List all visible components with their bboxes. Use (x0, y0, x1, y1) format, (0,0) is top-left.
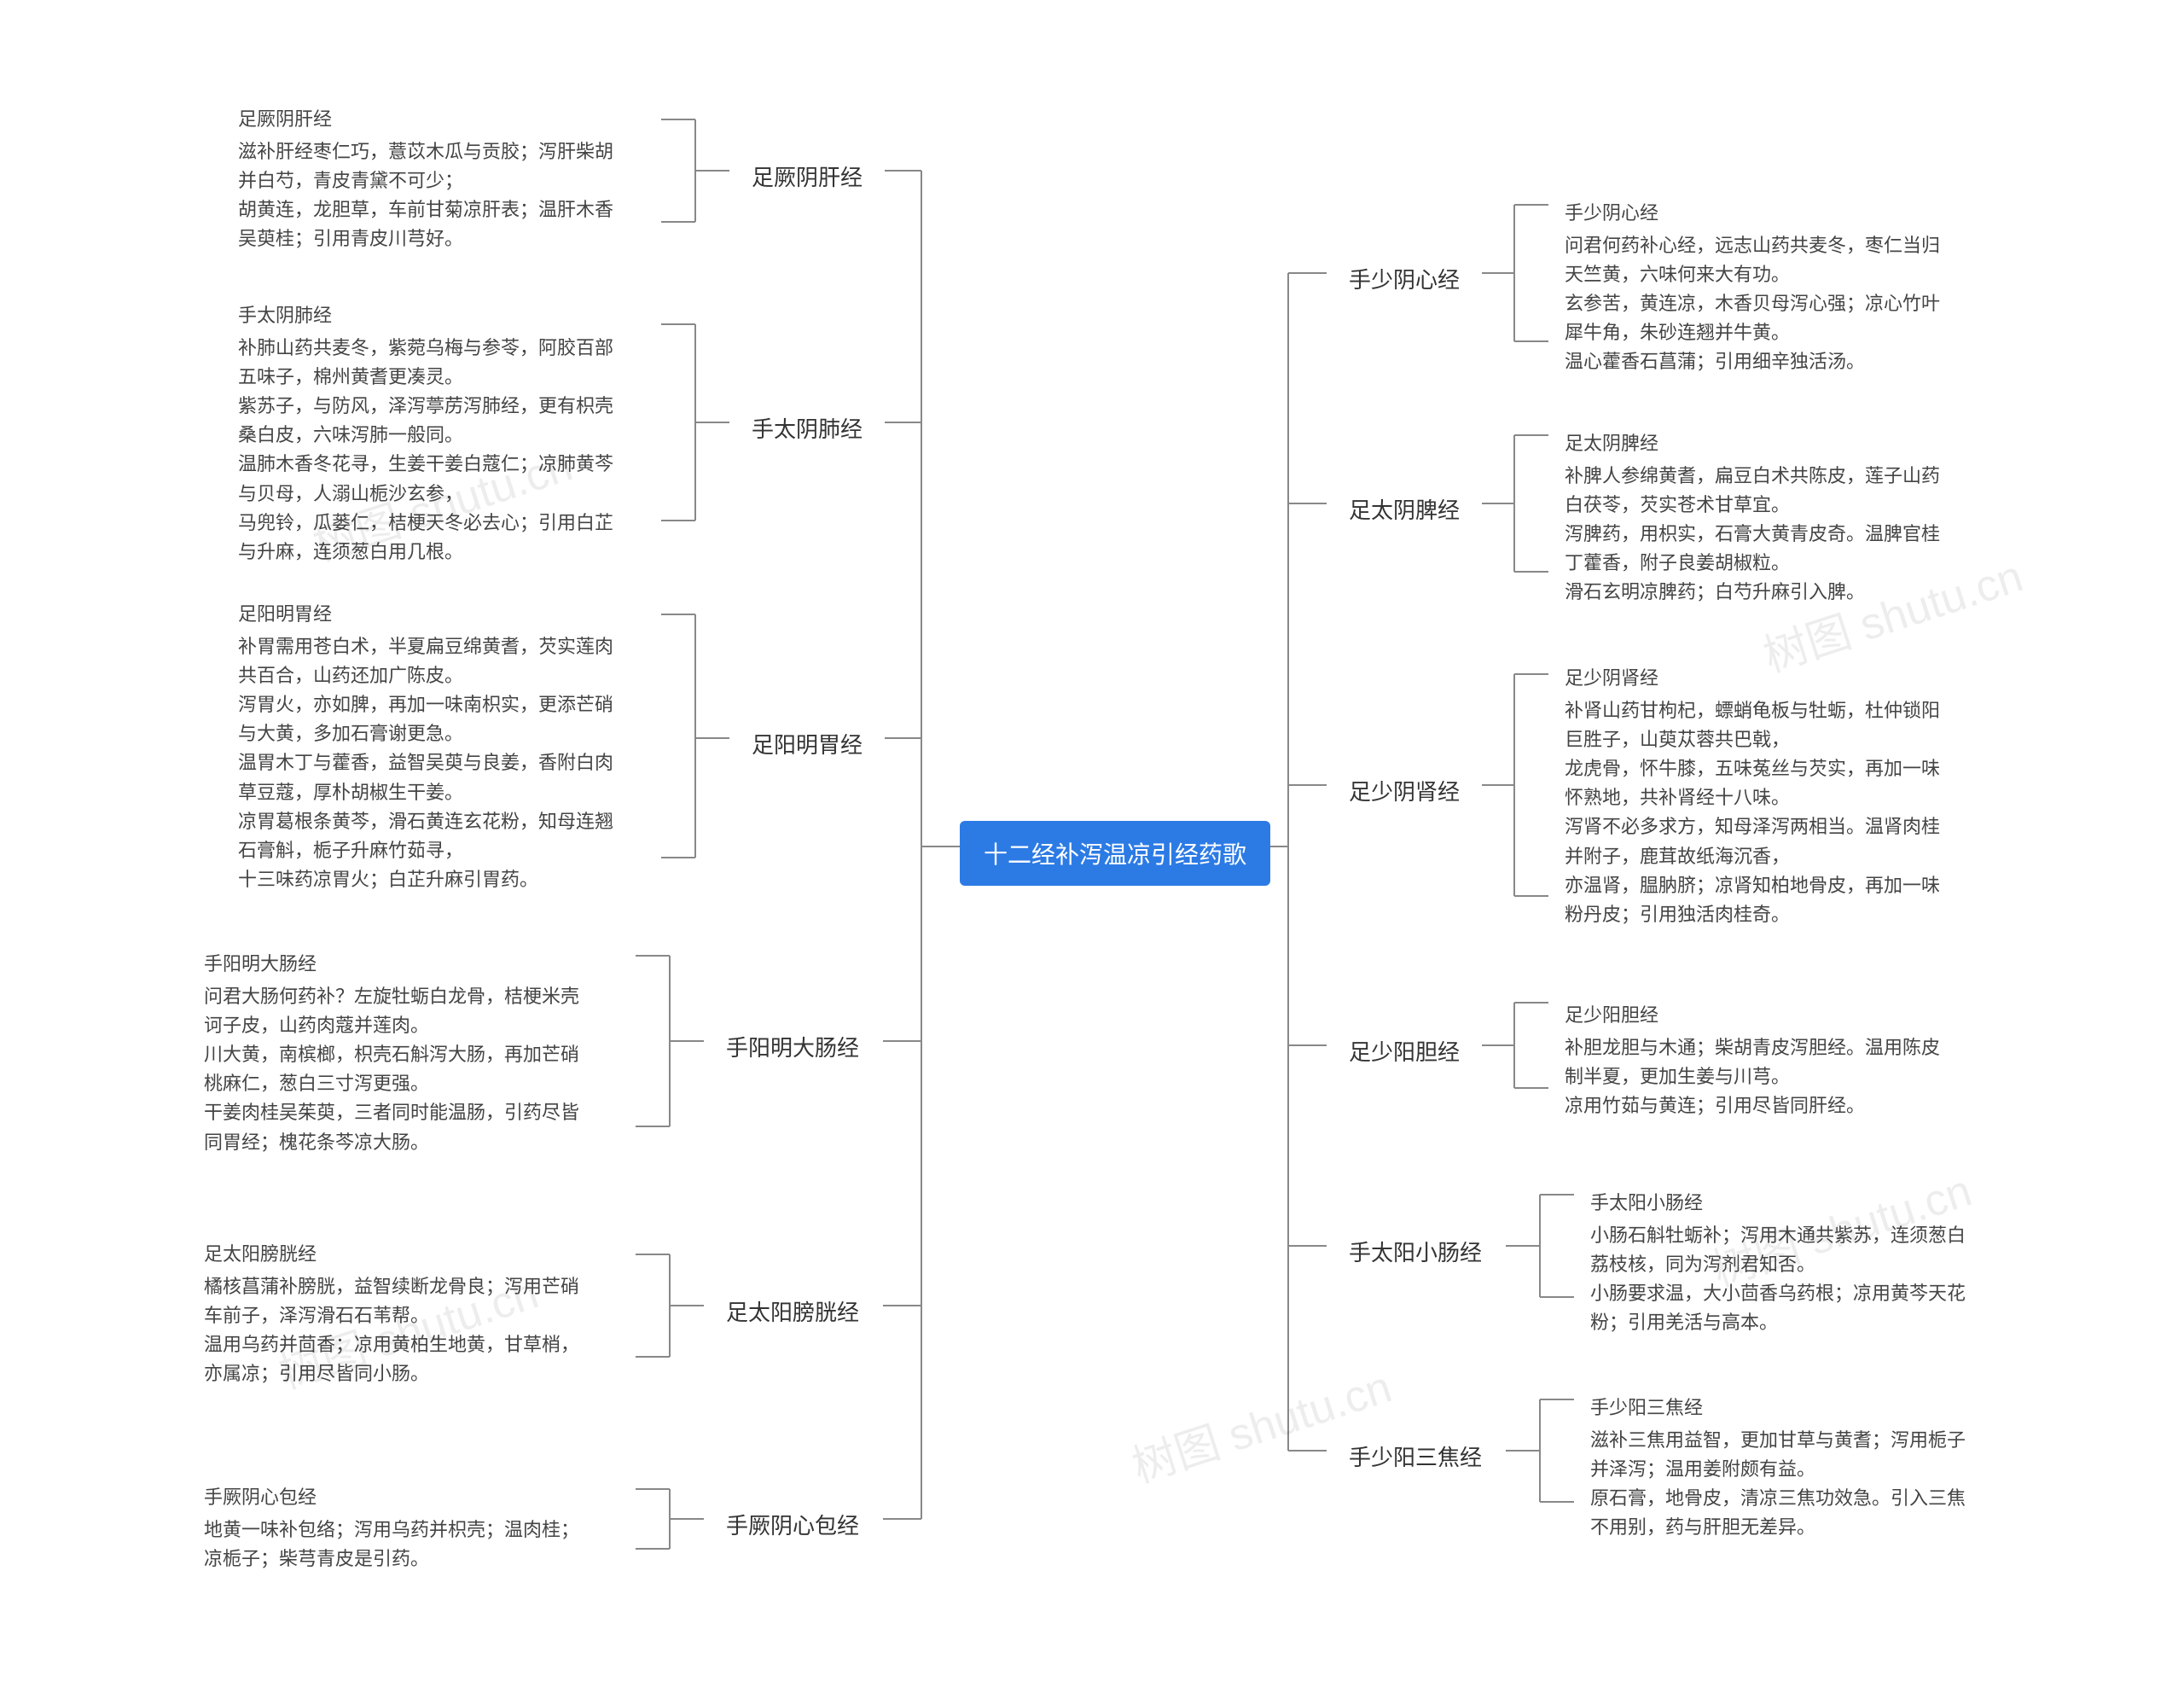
branch-l6[interactable]: 手厥阴心包经 (704, 1498, 881, 1550)
desc-l5: 足太阳膀胱经 橘核菖蒲补膀胱，益智续断龙骨良；泻用芒硝 车前子，泽泻滑石石苇帮。… (192, 1233, 591, 1395)
mindmap-canvas: 十二经补泻温凉引经药歌 足厥阴肝经 足厥阴肝经 滋补肝经枣仁巧，薏苡木瓜与贡胶；… (0, 0, 2184, 1693)
desc-r1: 手少阴心经 问君何药补心经，远志山药共麦冬，枣仁当归 天竺黄，六味何来大有功。 … (1553, 192, 1952, 384)
desc-r2: 足太阴脾经 补脾人参绵黄耆，扁豆白术共陈皮，莲子山药 白茯苓，芡实苍术甘草宜。 … (1553, 422, 1952, 614)
branch-r2[interactable]: 足太阴脾经 (1327, 483, 1482, 535)
desc-l3: 足阳明胃经 补胃需用苍白术，半夏扁豆绵黄耆，芡实莲肉 共百合，山药还加广陈皮。 … (226, 593, 625, 901)
desc-r3: 足少阴肾经 补肾山药甘枸杞，螵蛸龟板与牡蛎，杜仲锁阳 巨胜子，山萸苁蓉共巴戟， … (1553, 657, 1952, 936)
branch-r3[interactable]: 足少阴肾经 (1327, 765, 1482, 817)
desc-l6: 手厥阴心包经 地黄一味补包络；泻用乌药并枳壳；温肉桂； 凉栀子；柴芎青皮是引药。 (192, 1476, 591, 1580)
branch-l5[interactable]: 足太阳膀胱经 (704, 1285, 881, 1337)
branch-l3[interactable]: 足阳明胃经 (729, 718, 885, 770)
branch-r1[interactable]: 手少阴心经 (1327, 253, 1482, 305)
branch-l2[interactable]: 手太阴肺经 (729, 402, 885, 454)
branch-r6[interactable]: 手少阳三焦经 (1327, 1430, 1504, 1482)
branch-l1[interactable]: 足厥阴肝经 (729, 150, 885, 202)
center-label: 十二经补泻温凉引经药歌 (984, 841, 1246, 868)
center-node[interactable]: 十二经补泻温凉引经药歌 (960, 821, 1270, 886)
desc-r4: 足少阳胆经 补胆龙胆与木通；柴胡青皮泻胆经。温用陈皮 制半夏，更加生姜与川芎。 … (1553, 994, 1952, 1127)
desc-l2: 手太阴肺经 补肺山药共麦冬，紫菀乌梅与参苓，阿胶百部 五味子，棉州黄耆更凑灵。 … (226, 294, 625, 573)
desc-r5: 手太阳小肠经 小肠石斛牡蛎补；泻用木通共紫苏，连须葱白 荔枝核，同为泻剂君知否。… (1578, 1182, 1978, 1344)
branch-r5[interactable]: 手太阳小肠经 (1327, 1225, 1504, 1277)
branch-r4[interactable]: 足少阳胆经 (1327, 1025, 1482, 1077)
branch-l4[interactable]: 手阳明大肠经 (704, 1021, 881, 1073)
desc-l1: 足厥阴肝经 滋补肝经枣仁巧，薏苡木瓜与贡胶；泻肝柴胡 并白芍，青皮青黛不可少； … (226, 98, 625, 260)
desc-l4: 手阳明大肠经 问君大肠何药补？左旋牡蛎白龙骨，桔梗米壳 诃子皮，山药肉蔻并莲肉。… (192, 943, 591, 1164)
desc-r6: 手少阳三焦经 滋补三焦用益智，更加甘草与黄耆；泻用栀子 并泽泻；温用姜附颇有益。… (1578, 1387, 1978, 1549)
